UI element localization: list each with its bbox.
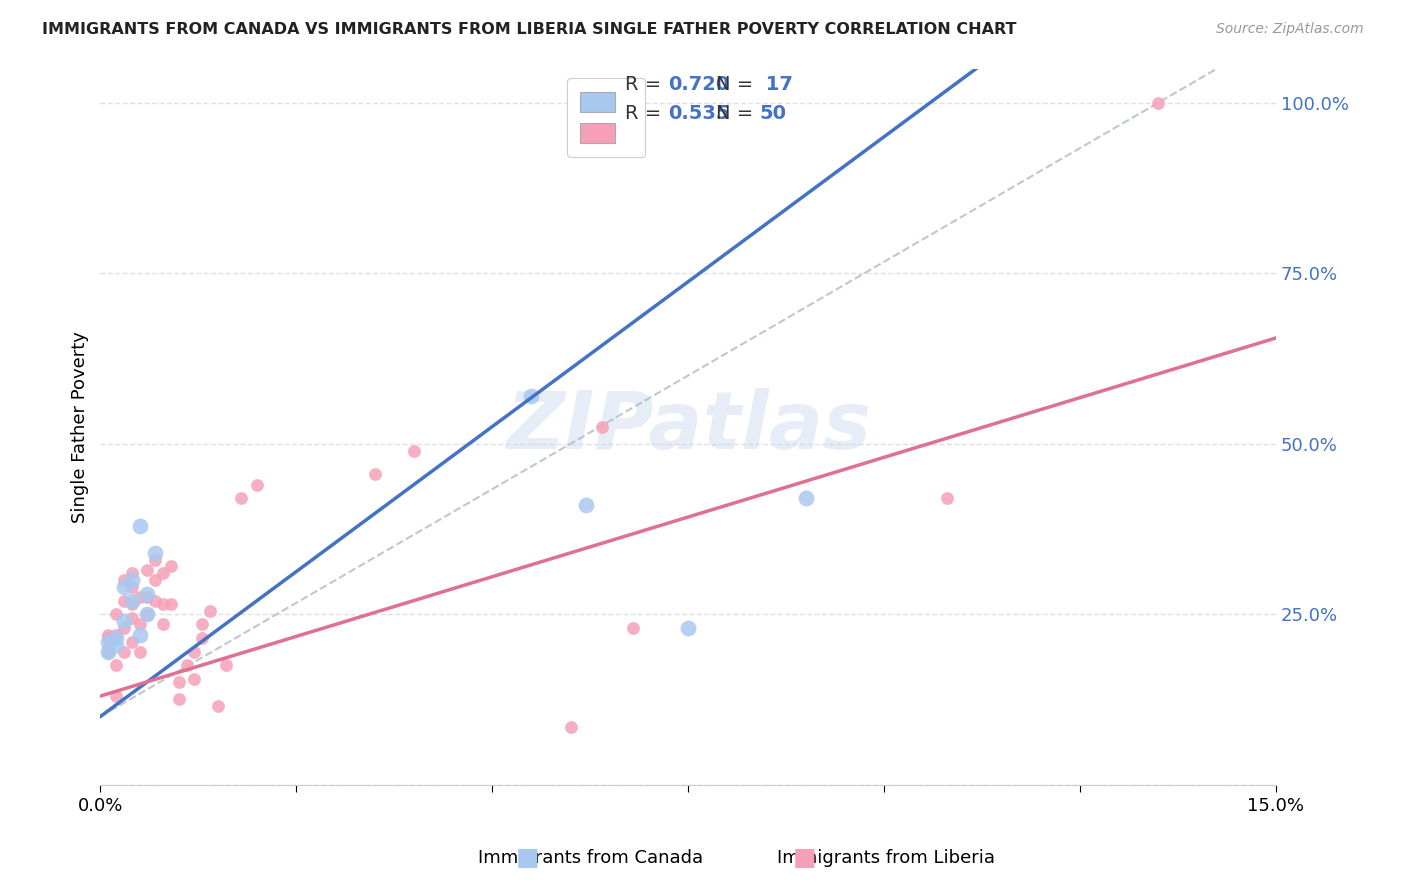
Point (231, 491, 253, 506)
Point (136, 563, 159, 577)
Point (105, 689, 128, 703)
Text: 0.720: 0.720 (668, 75, 730, 95)
Point (183, 672, 205, 686)
Point (105, 631, 128, 645)
Point (105, 638, 128, 652)
Text: Source: ZipAtlas.com: Source: ZipAtlas.com (1216, 22, 1364, 37)
Point (105, 658, 128, 673)
Point (128, 645, 150, 659)
Point (121, 566, 143, 581)
Point (621, 621, 644, 635)
Point (143, 546, 166, 560)
Point (152, 566, 174, 581)
Point (112, 580, 135, 594)
Point (105, 607, 128, 622)
Point (191, 617, 214, 632)
Point (152, 617, 174, 632)
Point (560, 720, 582, 734)
Point (112, 645, 135, 659)
Point (152, 597, 174, 611)
Point (121, 597, 143, 611)
Point (128, 628, 150, 642)
Point (121, 593, 143, 607)
Point (143, 552, 166, 566)
Point (112, 593, 135, 607)
Point (97, 645, 120, 659)
Text: Immigrants from Liberia: Immigrants from Liberia (776, 849, 995, 867)
Point (136, 607, 159, 622)
Point (1147, 95, 1170, 110)
Point (112, 614, 135, 628)
Point (167, 692, 190, 706)
Point (112, 573, 135, 587)
Point (128, 590, 150, 604)
Point (160, 559, 183, 574)
Point (676, 621, 699, 635)
Text: 50: 50 (759, 103, 786, 123)
Point (183, 645, 205, 659)
Y-axis label: Single Father Poverty: Single Father Poverty (72, 331, 89, 523)
Point (97, 634, 120, 648)
Point (112, 621, 135, 635)
Point (128, 518, 150, 533)
Point (575, 498, 598, 512)
Point (402, 443, 425, 458)
Point (136, 590, 159, 604)
Point (136, 587, 159, 601)
Point (121, 634, 143, 648)
Point (97, 631, 120, 645)
Point (143, 573, 166, 587)
Point (121, 610, 143, 624)
Text: IMMIGRANTS FROM CANADA VS IMMIGRANTS FROM LIBERIA SINGLE FATHER POVERTY CORRELAT: IMMIGRANTS FROM CANADA VS IMMIGRANTS FRO… (42, 22, 1017, 37)
Point (198, 604, 221, 618)
Text: 17: 17 (759, 75, 793, 95)
Text: R =: R = (626, 103, 668, 123)
Point (215, 658, 238, 673)
Point (97, 641, 120, 656)
Legend:  ,  : , (567, 78, 645, 157)
Point (97, 628, 120, 642)
Point (935, 491, 957, 506)
Text: R =: R = (626, 75, 668, 95)
Point (128, 617, 150, 632)
Text: ■: ■ (516, 847, 538, 870)
Point (794, 491, 817, 506)
Point (121, 580, 143, 594)
Point (176, 658, 198, 673)
Point (167, 675, 190, 690)
Point (143, 593, 166, 607)
Point (591, 419, 613, 434)
Text: ZIPatlas: ZIPatlas (506, 388, 870, 466)
Point (207, 699, 229, 714)
Point (160, 597, 183, 611)
Point (121, 573, 143, 587)
Point (97, 645, 120, 659)
Point (246, 477, 269, 491)
Point (136, 607, 159, 622)
Point (520, 389, 543, 403)
Text: N =: N = (716, 75, 759, 95)
Point (191, 631, 214, 645)
Text: N =: N = (716, 103, 759, 123)
Text: Immigrants from Canada: Immigrants from Canada (478, 849, 703, 867)
Point (363, 467, 385, 482)
Text: ■: ■ (793, 847, 815, 870)
Text: 0.535: 0.535 (668, 103, 730, 123)
Point (105, 628, 128, 642)
